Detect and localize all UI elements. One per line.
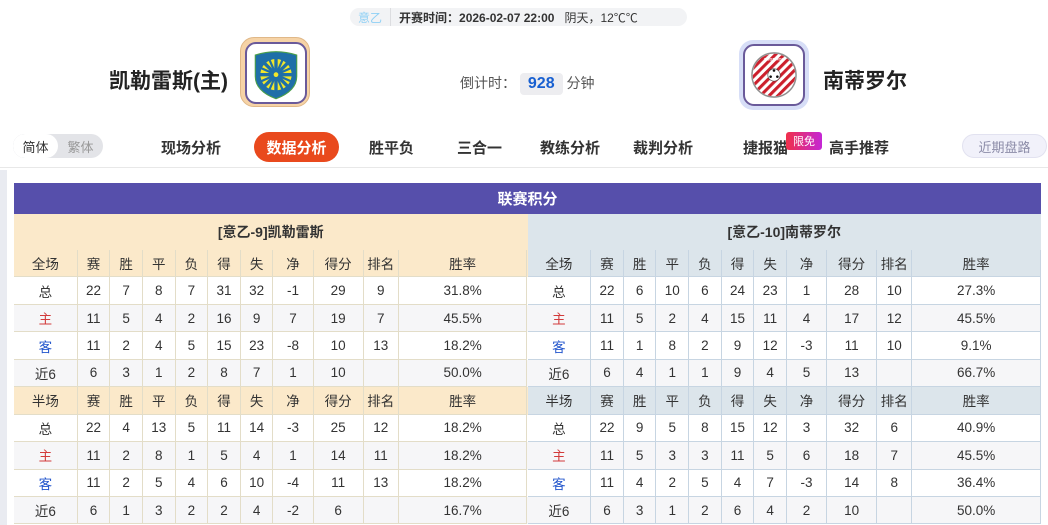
svg-text:SÜDTIROL: SÜDTIROL (764, 56, 785, 61)
